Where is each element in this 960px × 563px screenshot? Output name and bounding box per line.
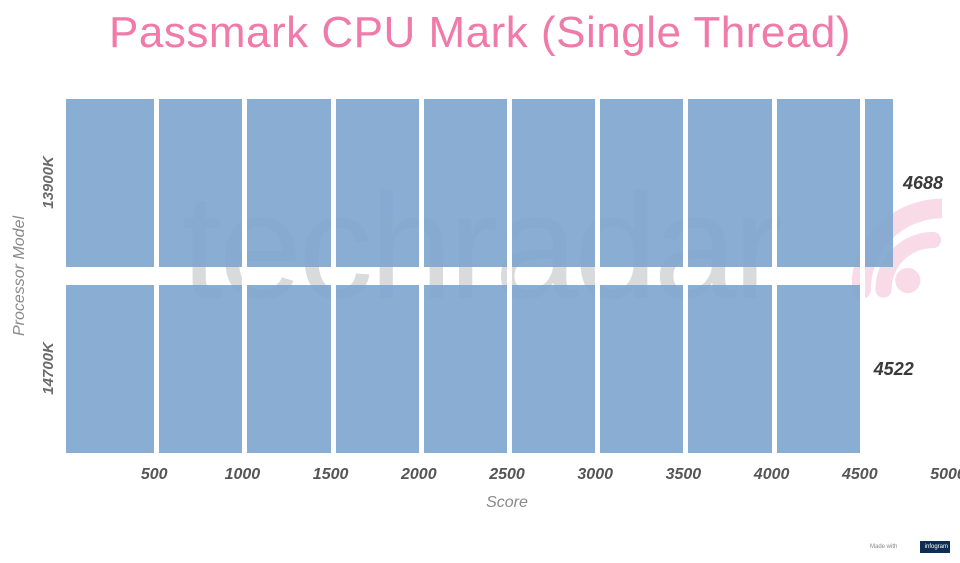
bar-value-label: 4522 (874, 359, 914, 380)
infogram-badge-label: infogram (925, 544, 948, 550)
plot-area: 4688 4522 (66, 90, 948, 462)
x-tick-label: 3000 (577, 466, 613, 484)
bar (66, 285, 864, 452)
x-tick-label: 1500 (313, 466, 349, 484)
gridline (860, 90, 865, 462)
chart-title: Passmark CPU Mark (Single Thread) (0, 8, 960, 58)
y-axis-title: Processor Model (8, 90, 32, 462)
x-tick-label: 500 (141, 466, 168, 484)
gridline (595, 90, 600, 462)
gridline (242, 90, 247, 462)
bar-value-label: 4688 (903, 173, 943, 194)
gridline (507, 90, 512, 462)
x-tick-label: 1000 (225, 466, 261, 484)
x-tick-label: 2000 (401, 466, 437, 484)
infogram-badge[interactable]: infogram (904, 541, 950, 553)
x-tick-label: 5000 (930, 466, 960, 484)
y-axis-title-text: Processor Model (11, 216, 29, 336)
bar (66, 99, 893, 266)
gridline (154, 90, 159, 462)
x-tick-label: 2500 (489, 466, 525, 484)
gridline (419, 90, 424, 462)
x-tick-label: 4000 (754, 466, 790, 484)
gridline (772, 90, 777, 462)
x-tick-label: 4500 (842, 466, 878, 484)
y-category-label: 13900K (36, 99, 60, 266)
x-axis-title: Score (66, 494, 948, 512)
x-axis-ticks: 500100015002000250030003500400045005000 (66, 466, 948, 490)
gridline (331, 90, 336, 462)
x-tick-label: 3500 (666, 466, 702, 484)
gridline (948, 90, 953, 462)
y-category-label: 14700K (36, 285, 60, 452)
gridline (683, 90, 688, 462)
